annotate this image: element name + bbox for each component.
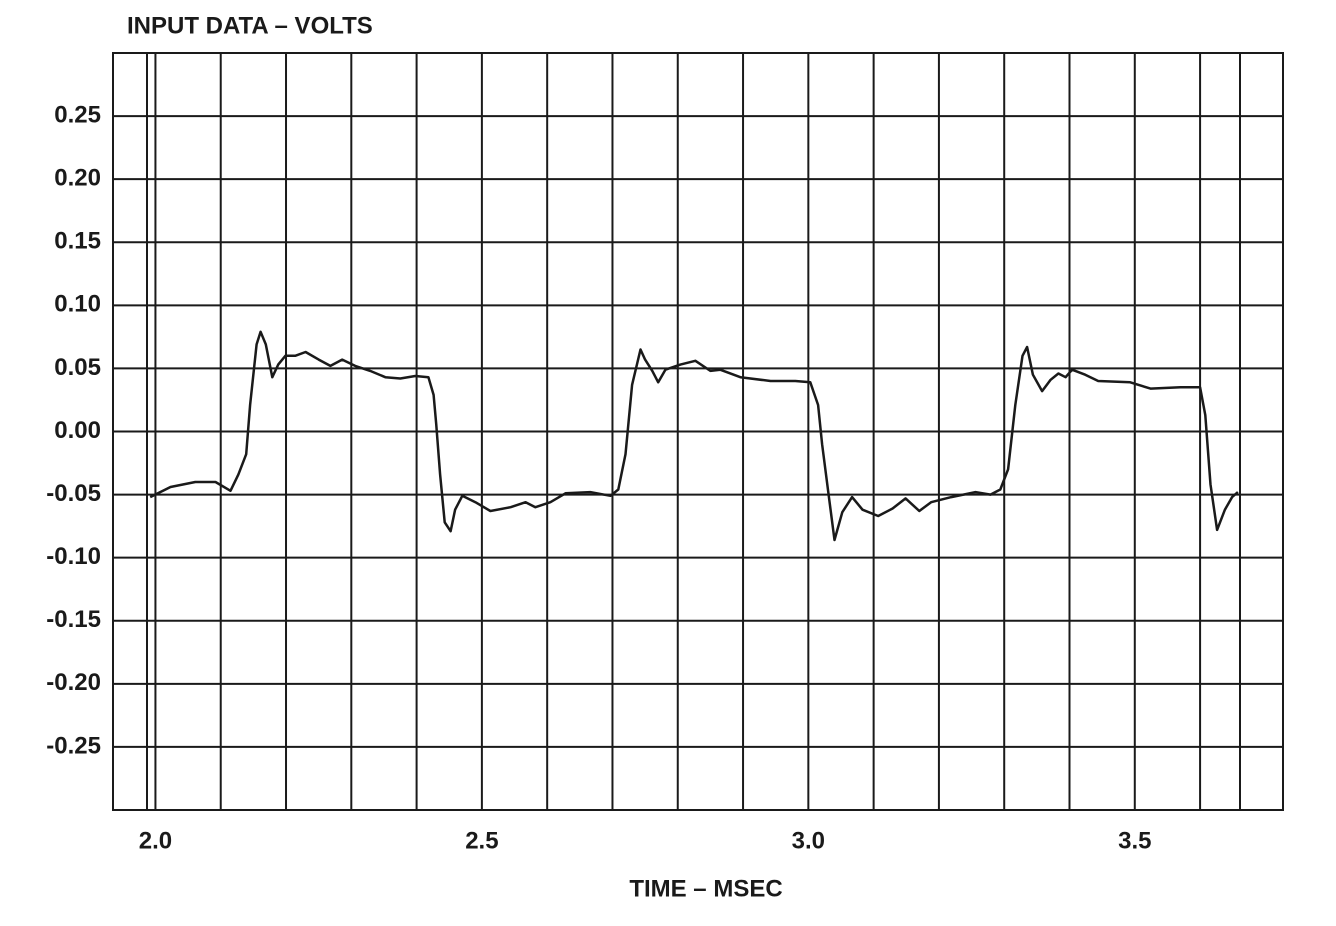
y-tick-label: 0.05 [54, 354, 101, 381]
y-tick-label: 0.15 [54, 228, 101, 255]
y-tick-label: -0.20 [46, 669, 101, 696]
x-tick-label: 2.0 [139, 827, 172, 854]
y-tick-label: -0.05 [46, 480, 101, 507]
y-tick-label: 0.10 [54, 291, 101, 318]
y-tick-label: 0.25 [54, 101, 101, 128]
x-tick-label: 2.5 [465, 827, 498, 854]
y-tick-label: -0.15 [46, 606, 101, 633]
x-tick-label: 3.5 [1118, 827, 1151, 854]
x-axis-label: TIME – MSEC [629, 875, 782, 902]
chart-title: INPUT DATA – VOLTS [127, 12, 373, 39]
data-line [149, 330, 1239, 542]
y-tick-label: -0.25 [46, 732, 101, 759]
y-tick-label: 0.20 [54, 165, 101, 192]
y-tick-label: -0.10 [46, 543, 101, 570]
x-tick-label: 3.0 [792, 827, 825, 854]
y-tick-label: 0.00 [54, 417, 101, 444]
